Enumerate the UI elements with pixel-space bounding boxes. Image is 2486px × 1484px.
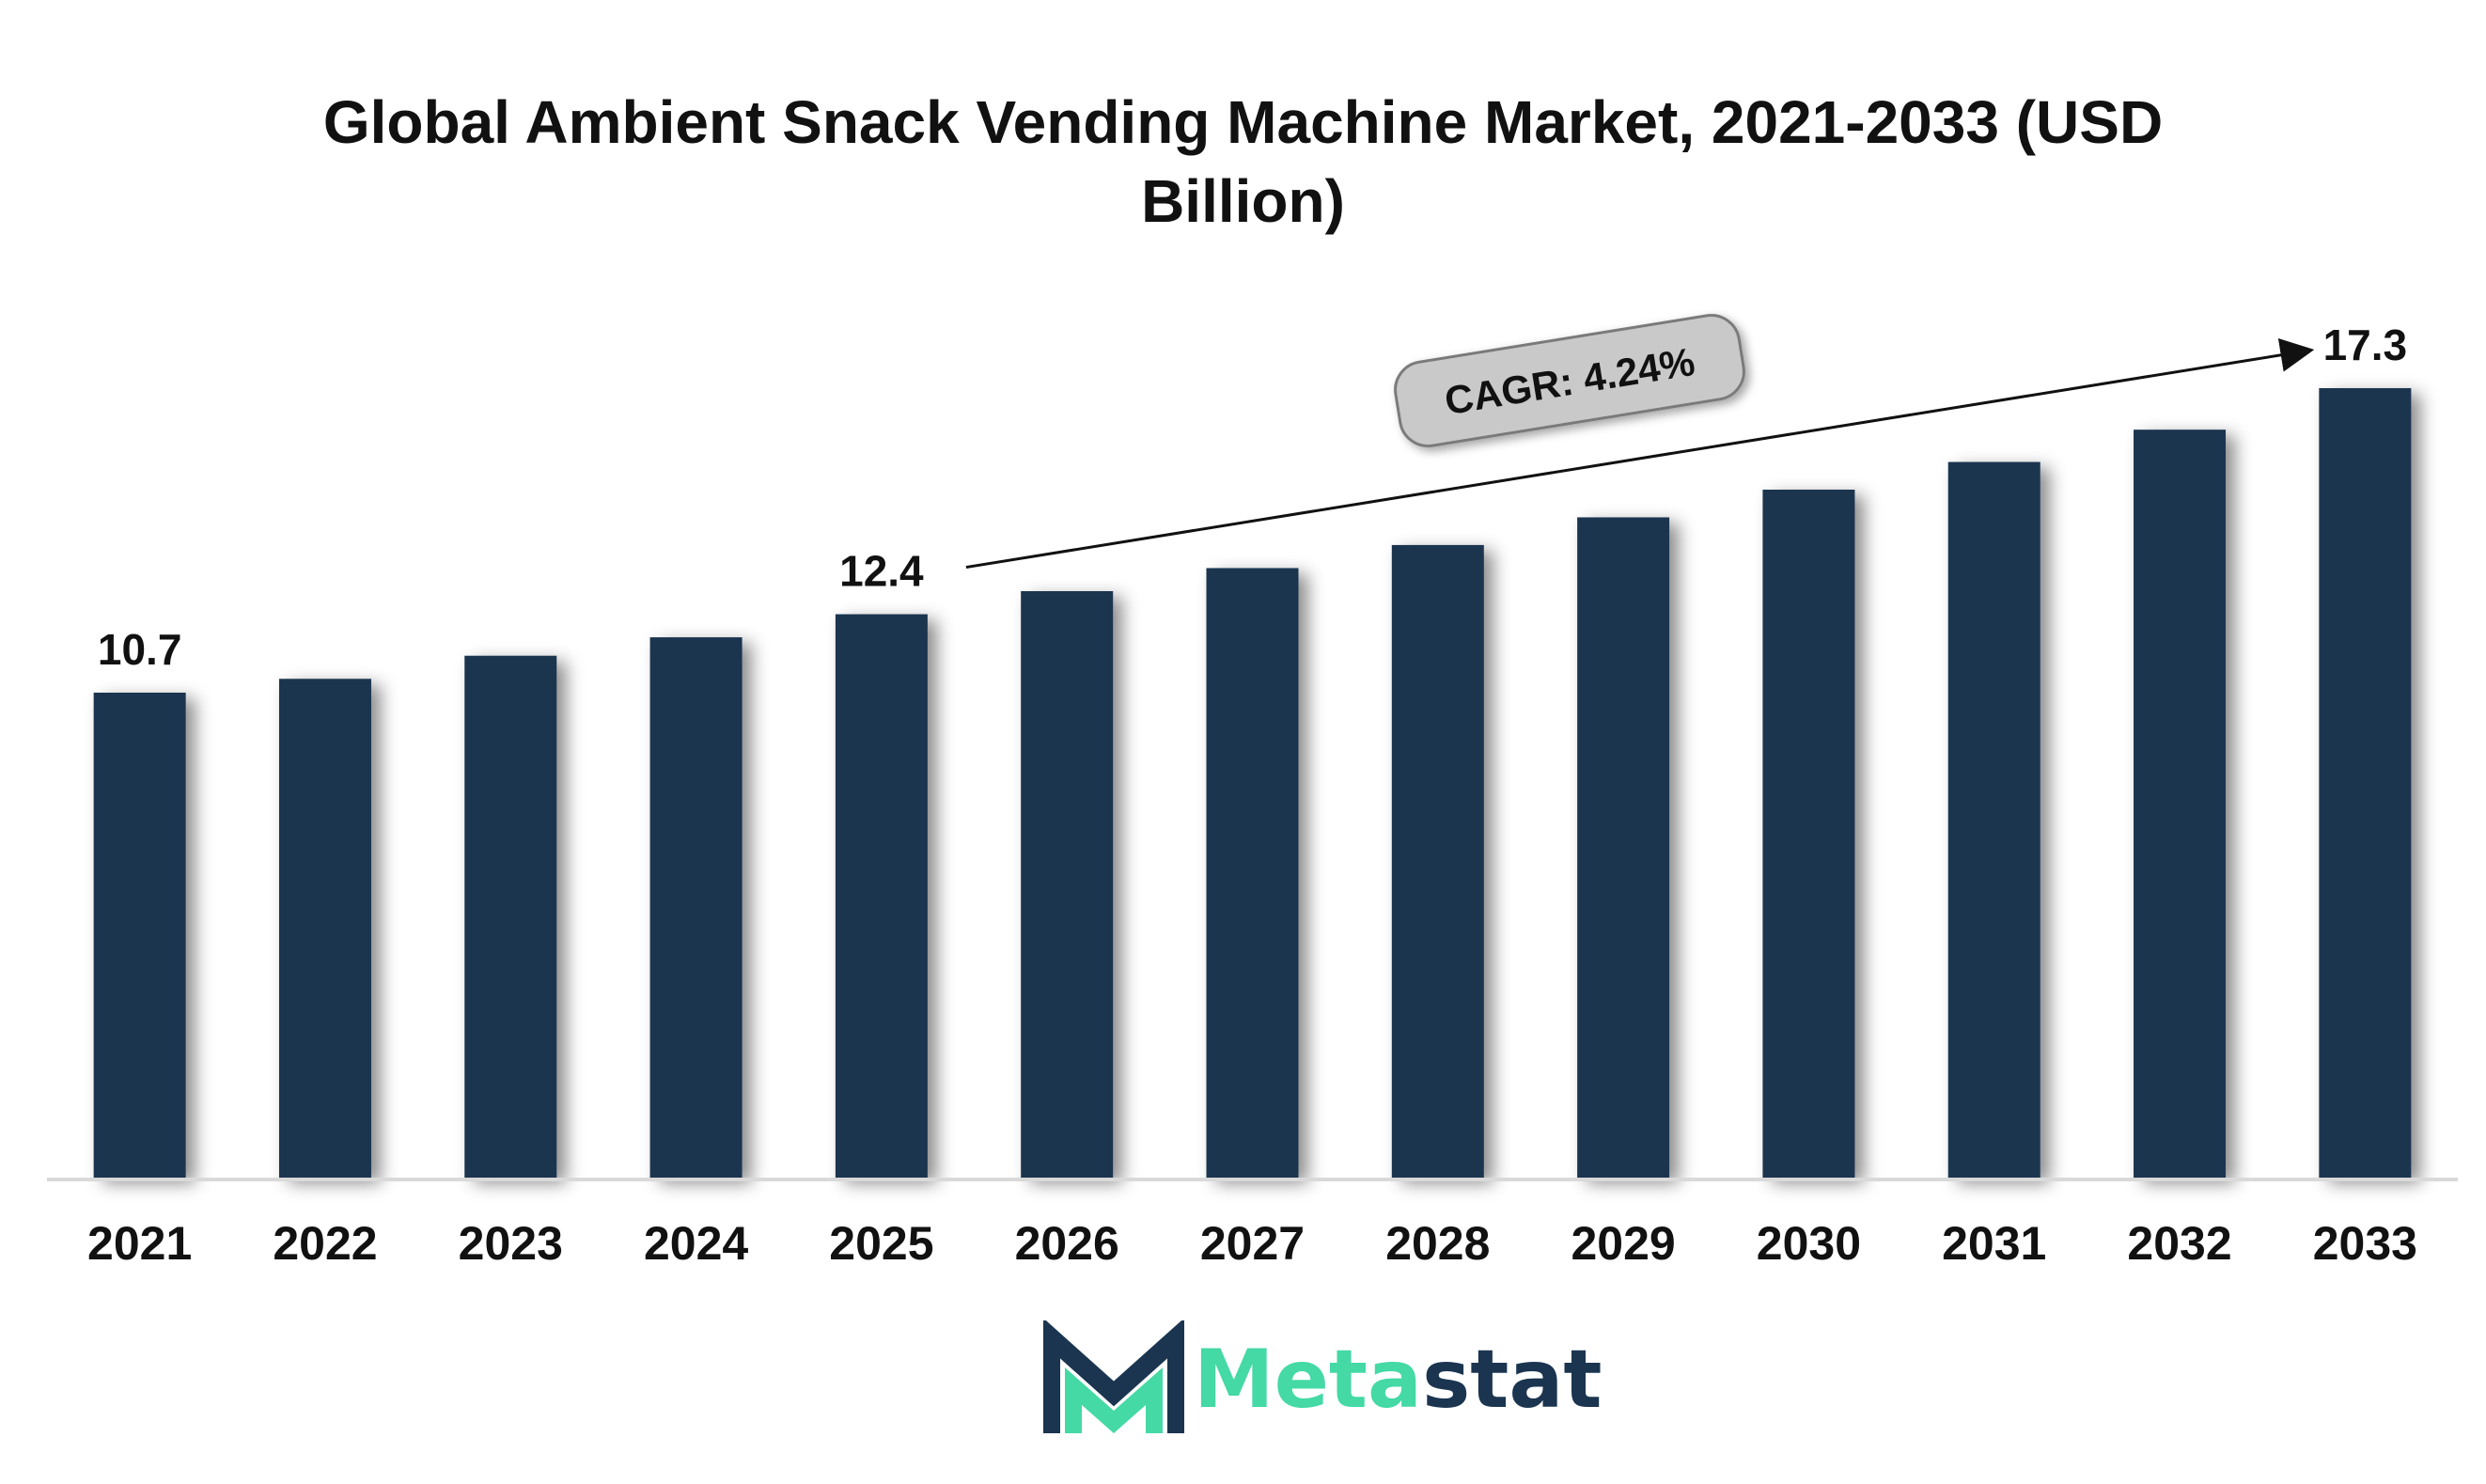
- bar-2031: [1947, 461, 2040, 1179]
- bar-2027: [1206, 568, 1299, 1178]
- x-tick-label-2022: 2022: [273, 1217, 377, 1270]
- chart-title: Global Ambient Snack Vending Machine Mar…: [322, 88, 2164, 235]
- x-tick-label-2033: 2033: [2313, 1217, 2417, 1270]
- data-label-2025: 12.4: [839, 547, 924, 596]
- cagr-annotation: CAGR: 4.24%: [965, 313, 2315, 570]
- bar-2022: [278, 679, 371, 1178]
- bar-2030: [1762, 490, 1855, 1178]
- bar-2028: [1391, 544, 1484, 1178]
- bar-2024: [649, 637, 743, 1178]
- metastat-m-logo-icon: [1043, 1320, 1184, 1434]
- x-tick-label-2029: 2029: [1571, 1217, 1675, 1270]
- brand-logo: Metastat: [1043, 1320, 1603, 1443]
- bar-series: [93, 388, 2412, 1179]
- bar-2021: [93, 693, 186, 1178]
- x-tick-label-2031: 2031: [1942, 1217, 2046, 1270]
- x-tick-label-2021: 2021: [87, 1217, 192, 1270]
- brand-wordmark: Metastat: [1194, 1328, 1603, 1431]
- x-tick-label-2028: 2028: [1385, 1217, 1490, 1270]
- bar-2033: [2319, 388, 2412, 1178]
- x-tick-label-2024: 2024: [644, 1217, 748, 1270]
- cagr-arrow: [965, 338, 2315, 570]
- bar-2032: [2134, 430, 2227, 1178]
- data-label-2021: 10.7: [98, 625, 182, 674]
- bar-2025: [835, 614, 928, 1178]
- x-tick-label-2023: 2023: [459, 1217, 563, 1270]
- bar-2023: [464, 655, 557, 1178]
- x-axis-tick-labels: 2021 2022 2023 2024 2025 2026 2027 2028 2029 2030…: [87, 1217, 2417, 1270]
- data-labels: 10.7 12.4 17.3: [98, 320, 2407, 674]
- x-tick-label-2027: 2027: [1200, 1217, 1305, 1270]
- x-tick-label-2026: 2026: [1015, 1217, 1119, 1270]
- brand-wordmark-stat: stat: [1422, 1333, 1603, 1427]
- bar-2026: [1021, 591, 1114, 1178]
- x-tick-label-2025: 2025: [829, 1217, 933, 1270]
- bar-2029: [1577, 517, 1670, 1178]
- cagr-badge: CAGR: 4.24%: [1394, 313, 1745, 448]
- data-label-2033: 17.3: [2323, 320, 2408, 369]
- brand-wordmark-meta: Meta: [1194, 1333, 1423, 1427]
- cagr-badge-bg: [1394, 313, 1745, 448]
- x-tick-label-2030: 2030: [1757, 1217, 1861, 1270]
- x-tick-label-2032: 2032: [2127, 1217, 2231, 1270]
